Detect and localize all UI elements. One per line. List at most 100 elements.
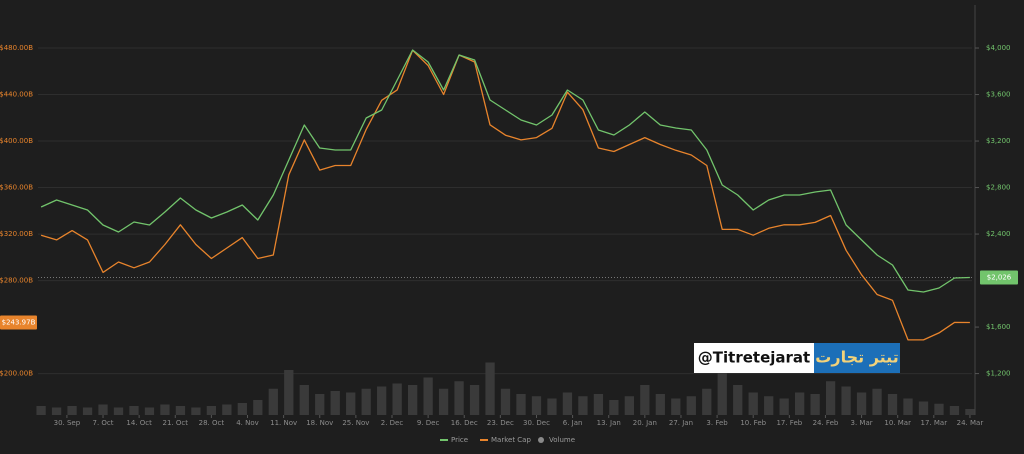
volume-bar (578, 396, 588, 415)
x-tick-label: 2. Dec (381, 419, 404, 427)
volume-bar (160, 404, 170, 415)
watermark-handle: @Titretejarat (698, 349, 810, 367)
volume-bar (965, 409, 975, 415)
x-tick-label: 17. Feb (776, 419, 802, 427)
volume-bar (717, 358, 727, 415)
legend-label: Volume (549, 436, 575, 444)
volume-bar (686, 396, 696, 415)
x-tick-label: 28. Oct (199, 419, 225, 427)
x-tick-label: 17. Mar (921, 419, 948, 427)
x-tick-label: 24. Mar (957, 419, 984, 427)
volume-bar (856, 392, 867, 415)
x-tick-label: 3. Mar (851, 419, 873, 427)
volume-bar (918, 401, 929, 415)
watermark: @Titretejarat تیتر تجارت (694, 343, 900, 373)
volume-bar (392, 383, 402, 415)
volume-bar (268, 388, 278, 415)
y-tick-label: $280.00B (0, 277, 33, 285)
x-tick-label: 10. Mar (884, 419, 911, 427)
volume-bar (795, 392, 805, 415)
volume-bar (531, 396, 542, 415)
y-tick-label: $360.00B (0, 184, 33, 192)
x-tick-label: 6. Jan (563, 419, 583, 427)
y2-tick-label: $2,800 (986, 184, 1011, 192)
volume-bar (51, 407, 62, 415)
volume-bar (469, 385, 480, 415)
volume-bar (299, 385, 309, 415)
volume-bar (934, 403, 944, 415)
volume-bar (175, 406, 186, 415)
volume-bar (438, 388, 449, 415)
volume-bar (593, 394, 604, 415)
volume-bar (547, 398, 557, 415)
volume-bars (36, 358, 975, 415)
y2-tick-label: $1,600 (986, 323, 1011, 331)
y2-tick-label: $3,200 (986, 137, 1011, 145)
volume-bar (671, 398, 681, 415)
y2-tick-label: $1,200 (986, 370, 1011, 378)
volume-bar (516, 394, 526, 415)
series-line (40, 49, 970, 293)
y2-tick-label: $4,000 (986, 44, 1011, 52)
x-tick-label: 9. Dec (417, 419, 440, 427)
volume-bar (733, 385, 743, 415)
x-tick-label: 27. Jan (669, 419, 693, 427)
volume-bar (144, 407, 155, 415)
x-tick-label: 23. Dec (487, 419, 514, 427)
y-tick-label: $320.00B (0, 230, 33, 238)
watermark-logo-box (814, 343, 900, 373)
volume-bar (779, 398, 789, 415)
volume-bar (810, 394, 820, 415)
volume-bar (284, 370, 294, 415)
y2-tick-label: $2,400 (986, 230, 1011, 238)
volume-bar (609, 400, 619, 415)
y-tick-label: $480.00B (0, 44, 33, 52)
volume-bar (315, 394, 325, 415)
volume-bar (191, 407, 201, 415)
volume-bar (872, 388, 882, 415)
x-tick-label: 4. Nov (236, 419, 259, 427)
y-tick-label: $200.00B (0, 370, 33, 378)
volume-bar (764, 396, 774, 415)
volume-bar (887, 394, 898, 415)
volume-bar (423, 377, 433, 415)
volume-bar (36, 406, 46, 415)
volume-bar (222, 404, 232, 415)
volume-bar (346, 392, 356, 415)
volume-bar (237, 403, 247, 415)
legend-label: Market Cap (491, 436, 531, 444)
volume-bar (640, 385, 650, 415)
x-tick-label: 25. Nov (342, 419, 369, 427)
x-tick-label: 30. Sep (54, 419, 81, 427)
x-tick-label: 11. Nov (270, 419, 297, 427)
x-tick-label: 7. Oct (93, 419, 114, 427)
y-tick-label: $440.00B (0, 91, 33, 99)
grid (38, 5, 979, 418)
volume-bar (702, 388, 712, 415)
volume-bar (377, 386, 387, 415)
volume-bar (949, 406, 960, 415)
watermark-logo: تیتر تجارت (815, 348, 898, 367)
value-badge-label: $2,026 (987, 274, 1012, 282)
y-tick-label: $400.00B (0, 137, 33, 145)
x-tick-label: 18. Nov (306, 419, 333, 427)
value-badge (980, 270, 1018, 285)
x-tick-label: 30. Dec (523, 419, 550, 427)
x-tick-label: 21. Oct (163, 419, 189, 427)
volume-bar (206, 406, 217, 415)
x-tick-label: 16. Dec (451, 419, 478, 427)
lines (40, 49, 970, 341)
x-tick-label: 20. Jan (633, 419, 657, 427)
x-tick-label: 10. Feb (740, 419, 766, 427)
volume-bar (82, 407, 93, 415)
volume-bar (655, 394, 665, 415)
volume-bar (748, 392, 758, 415)
volume-bar (500, 388, 511, 415)
volume-bar (825, 381, 836, 415)
series-line (40, 49, 970, 341)
volume-bar (330, 391, 340, 415)
volume-bar (129, 406, 139, 415)
legend-marker (538, 437, 544, 443)
